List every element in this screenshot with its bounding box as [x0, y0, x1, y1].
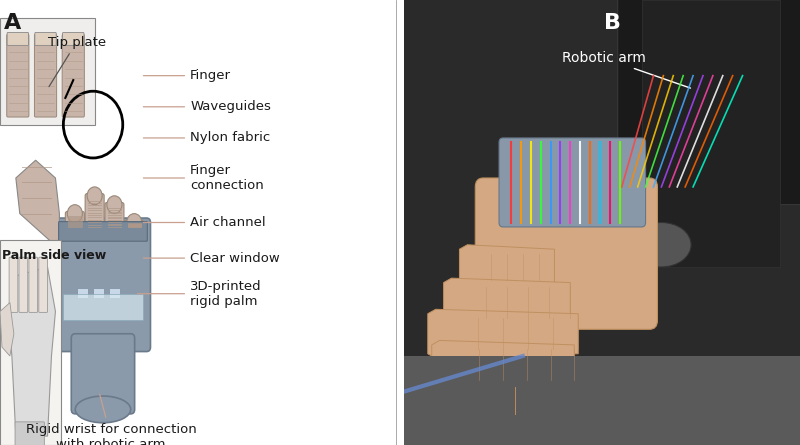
Polygon shape	[428, 309, 578, 358]
Text: Clear window: Clear window	[143, 251, 280, 265]
Polygon shape	[459, 245, 554, 289]
FancyBboxPatch shape	[499, 138, 646, 227]
FancyBboxPatch shape	[15, 422, 44, 445]
Bar	[109, 288, 120, 298]
FancyBboxPatch shape	[125, 220, 144, 234]
Text: Palm side view: Palm side view	[2, 249, 106, 262]
Text: 3D-printed
rigid palm: 3D-printed rigid palm	[138, 280, 262, 307]
FancyBboxPatch shape	[39, 257, 47, 312]
FancyBboxPatch shape	[58, 222, 147, 241]
FancyBboxPatch shape	[618, 0, 800, 205]
Ellipse shape	[632, 222, 691, 267]
Bar	[93, 288, 104, 298]
Polygon shape	[443, 278, 570, 327]
Bar	[0, 18, 95, 125]
Bar	[642, 0, 780, 267]
FancyBboxPatch shape	[71, 334, 134, 414]
Polygon shape	[8, 267, 55, 436]
Text: A: A	[4, 13, 22, 33]
Ellipse shape	[75, 396, 130, 423]
Polygon shape	[16, 160, 59, 249]
Polygon shape	[0, 303, 14, 356]
Bar	[404, 356, 800, 445]
Bar	[0, 240, 62, 445]
FancyBboxPatch shape	[66, 211, 84, 234]
Text: Rigid wrist for connection
with robotic arm: Rigid wrist for connection with robotic …	[26, 394, 196, 445]
Text: Waveguides: Waveguides	[143, 100, 271, 113]
FancyBboxPatch shape	[475, 178, 658, 329]
FancyBboxPatch shape	[19, 257, 28, 312]
FancyBboxPatch shape	[62, 34, 84, 117]
FancyBboxPatch shape	[9, 257, 18, 312]
Text: Air channel: Air channel	[143, 216, 266, 229]
Ellipse shape	[126, 214, 142, 231]
Bar	[78, 288, 88, 298]
Text: Nylon fabric: Nylon fabric	[143, 131, 270, 145]
FancyBboxPatch shape	[7, 32, 29, 45]
Bar	[63, 294, 142, 320]
FancyBboxPatch shape	[35, 32, 56, 45]
Ellipse shape	[87, 187, 102, 205]
Text: Finger: Finger	[143, 69, 231, 82]
FancyBboxPatch shape	[105, 202, 124, 234]
Text: B: B	[604, 13, 621, 33]
Text: Robotic arm: Robotic arm	[562, 51, 690, 88]
FancyBboxPatch shape	[29, 257, 38, 312]
FancyBboxPatch shape	[55, 218, 150, 352]
Ellipse shape	[107, 196, 122, 214]
Ellipse shape	[67, 205, 82, 222]
Polygon shape	[515, 378, 523, 423]
Text: Finger
connection: Finger connection	[143, 164, 264, 192]
FancyBboxPatch shape	[62, 32, 84, 45]
Polygon shape	[432, 340, 574, 389]
FancyBboxPatch shape	[34, 34, 57, 117]
FancyBboxPatch shape	[6, 34, 29, 117]
Text: Tip plate: Tip plate	[47, 36, 106, 87]
FancyBboxPatch shape	[85, 194, 104, 234]
